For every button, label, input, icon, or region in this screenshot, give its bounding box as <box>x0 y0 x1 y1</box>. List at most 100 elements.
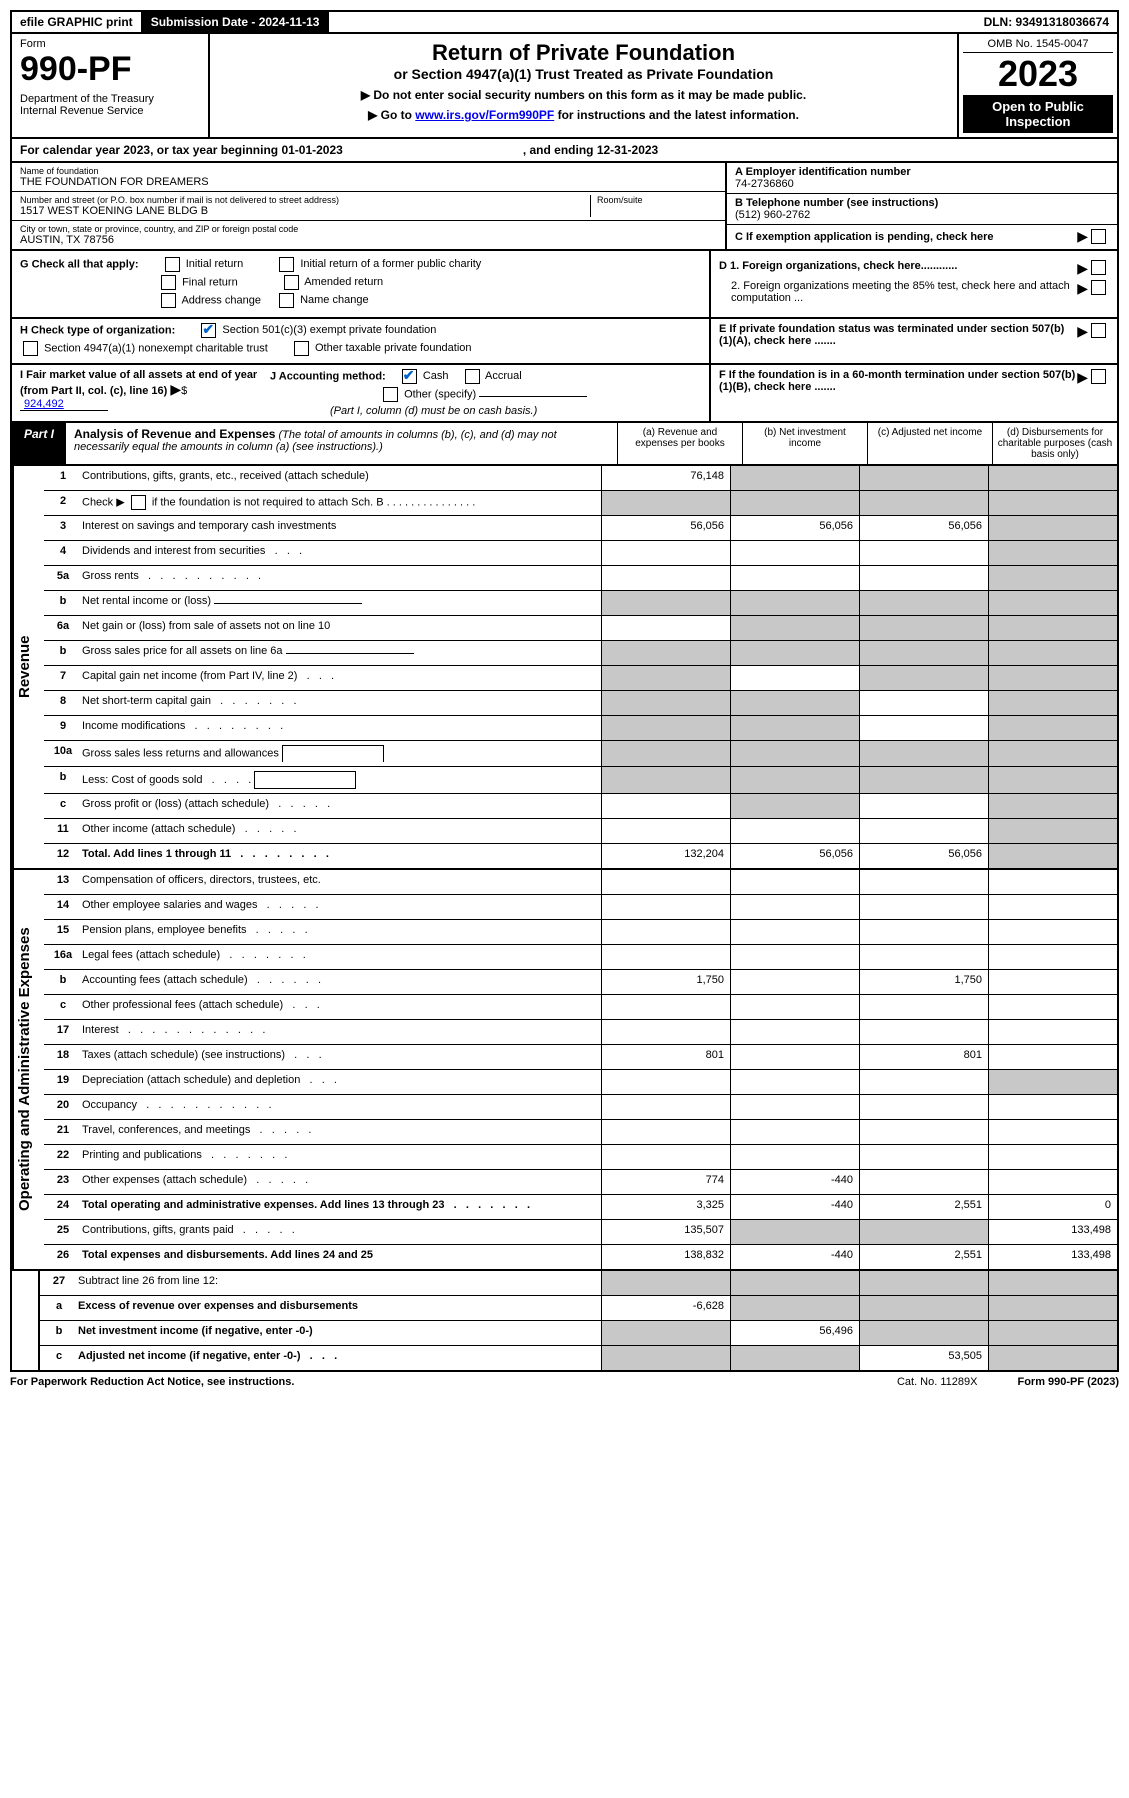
val-d <box>988 466 1117 490</box>
val-d <box>988 794 1117 818</box>
table-row: aExcess of revenue over expenses and dis… <box>40 1296 1117 1321</box>
h-501c3-checkbox[interactable] <box>201 323 216 338</box>
val-b <box>730 1271 859 1295</box>
line-desc: Net investment income (if negative, ente… <box>78 1321 601 1345</box>
val-d <box>988 516 1117 540</box>
g-name-checkbox[interactable] <box>279 293 294 308</box>
instr-2: ▶ Go to www.irs.gov/Form990PF for instru… <box>222 108 945 122</box>
d2-label: 2. Foreign organizations meeting the 85%… <box>719 280 1077 304</box>
title-box: Return of Private Foundation or Section … <box>210 34 959 137</box>
g-opt-amended: Amended return <box>304 276 383 288</box>
table-row: 10aGross sales less returns and allowanc… <box>44 741 1117 767</box>
g-final-checkbox[interactable] <box>161 275 176 290</box>
line5b-input[interactable] <box>214 603 362 604</box>
d-section: D 1. Foreign organizations, check here..… <box>709 251 1117 317</box>
val-d <box>988 844 1117 868</box>
val-a: 135,507 <box>601 1220 730 1244</box>
val-b <box>730 1045 859 1069</box>
fmv-value[interactable]: 924,492 <box>20 398 108 411</box>
val-a: 138,832 <box>601 1245 730 1269</box>
val-b <box>730 970 859 994</box>
val-d <box>988 1095 1117 1119</box>
table-row: 12Total. Add lines 1 through 11 . . . . … <box>44 844 1117 868</box>
phone-value: (512) 960-2762 <box>735 209 1109 221</box>
table-row: 1Contributions, gifts, grants, etc., rec… <box>44 466 1117 491</box>
line-desc: Total expenses and disbursements. Add li… <box>82 1245 601 1269</box>
val-b: -440 <box>730 1195 859 1219</box>
val-d <box>988 1045 1117 1069</box>
val-b <box>730 995 859 1019</box>
arrow-icon: ▶ <box>1077 260 1088 277</box>
line2-checkbox[interactable] <box>131 495 146 510</box>
val-d <box>988 1321 1117 1345</box>
val-a <box>601 641 730 665</box>
j-accrual-checkbox[interactable] <box>465 369 480 384</box>
exemption-label: C If exemption application is pending, c… <box>735 231 1077 243</box>
j-cash-checkbox[interactable] <box>402 369 417 384</box>
line10a-box[interactable] <box>282 745 384 762</box>
d1-checkbox[interactable] <box>1091 260 1106 275</box>
val-c <box>859 1020 988 1044</box>
val-a <box>601 819 730 843</box>
g-address-checkbox[interactable] <box>161 293 176 308</box>
expenses-side-label: Operating and Administrative Expenses <box>12 870 44 1269</box>
line-desc: Gross profit or (loss) (attach schedule)… <box>82 794 601 818</box>
g-initial-checkbox[interactable] <box>165 257 180 272</box>
revenue-side-label: Revenue <box>12 466 44 868</box>
e-checkbox[interactable] <box>1091 323 1106 338</box>
h-opt1: Section 501(c)(3) exempt private foundat… <box>222 324 436 336</box>
j-other-input[interactable] <box>479 396 587 397</box>
section-ij-f: I Fair market value of all assets at end… <box>10 365 1119 423</box>
table-row: 8Net short-term capital gain . . . . . .… <box>44 691 1117 716</box>
val-c <box>859 591 988 615</box>
val-a <box>601 1321 730 1345</box>
j-label: J Accounting method: <box>270 370 386 382</box>
part1-label: Part I <box>12 423 66 464</box>
val-a <box>601 616 730 640</box>
col-c-header: (c) Adjusted net income <box>867 423 992 464</box>
g-section: G Check all that apply: Initial return I… <box>12 251 709 317</box>
table-row: 13Compensation of officers, directors, t… <box>44 870 1117 895</box>
line-desc: Taxes (attach schedule) (see instruction… <box>82 1045 601 1069</box>
line-desc: Printing and publications . . . . . . . <box>82 1145 601 1169</box>
table-row: cAdjusted net income (if negative, enter… <box>40 1346 1117 1370</box>
line6b-input[interactable] <box>286 653 414 654</box>
table-row: 26Total expenses and disbursements. Add … <box>44 1245 1117 1269</box>
val-b <box>730 945 859 969</box>
j-other-checkbox[interactable] <box>383 387 398 402</box>
f-checkbox[interactable] <box>1091 369 1106 384</box>
footer-right: Form 990-PF (2023) <box>1017 1376 1119 1388</box>
table-row: 25Contributions, gifts, grants paid . . … <box>44 1220 1117 1245</box>
line-desc: Legal fees (attach schedule) . . . . . .… <box>82 945 601 969</box>
val-d <box>988 616 1117 640</box>
table-row: 27Subtract line 26 from line 12: <box>40 1271 1117 1296</box>
g-opt-final: Final return <box>182 276 238 288</box>
line-desc: Other income (attach schedule) . . . . . <box>82 819 601 843</box>
val-c: 1,750 <box>859 970 988 994</box>
form-link[interactable]: www.irs.gov/Form990PF <box>415 108 554 122</box>
val-a <box>601 1020 730 1044</box>
val-d <box>988 1346 1117 1370</box>
exemption-checkbox[interactable] <box>1091 229 1106 244</box>
val-c: 801 <box>859 1045 988 1069</box>
val-c <box>859 491 988 515</box>
val-b <box>730 819 859 843</box>
val-a <box>601 1095 730 1119</box>
phone-label: B Telephone number (see instructions) <box>735 197 1109 209</box>
table-row: 19Depreciation (attach schedule) and dep… <box>44 1070 1117 1095</box>
j-other: Other (specify) <box>404 388 476 400</box>
val-d <box>988 995 1117 1019</box>
f-label: F If the foundation is in a 60-month ter… <box>719 369 1077 393</box>
g-amended-checkbox[interactable] <box>284 275 299 290</box>
h-other-checkbox[interactable] <box>294 341 309 356</box>
line10b-box[interactable] <box>254 771 356 789</box>
val-b <box>730 591 859 615</box>
part1-title-cell: Analysis of Revenue and Expenses (The to… <box>66 423 617 464</box>
val-d <box>988 491 1117 515</box>
d2-checkbox[interactable] <box>1091 280 1106 295</box>
h-4947-checkbox[interactable] <box>23 341 38 356</box>
efile-label[interactable]: efile GRAPHIC print <box>12 12 143 32</box>
val-a: 56,056 <box>601 516 730 540</box>
line-desc: Interest . . . . . . . . . . . . <box>82 1020 601 1044</box>
g-initial-former-checkbox[interactable] <box>279 257 294 272</box>
